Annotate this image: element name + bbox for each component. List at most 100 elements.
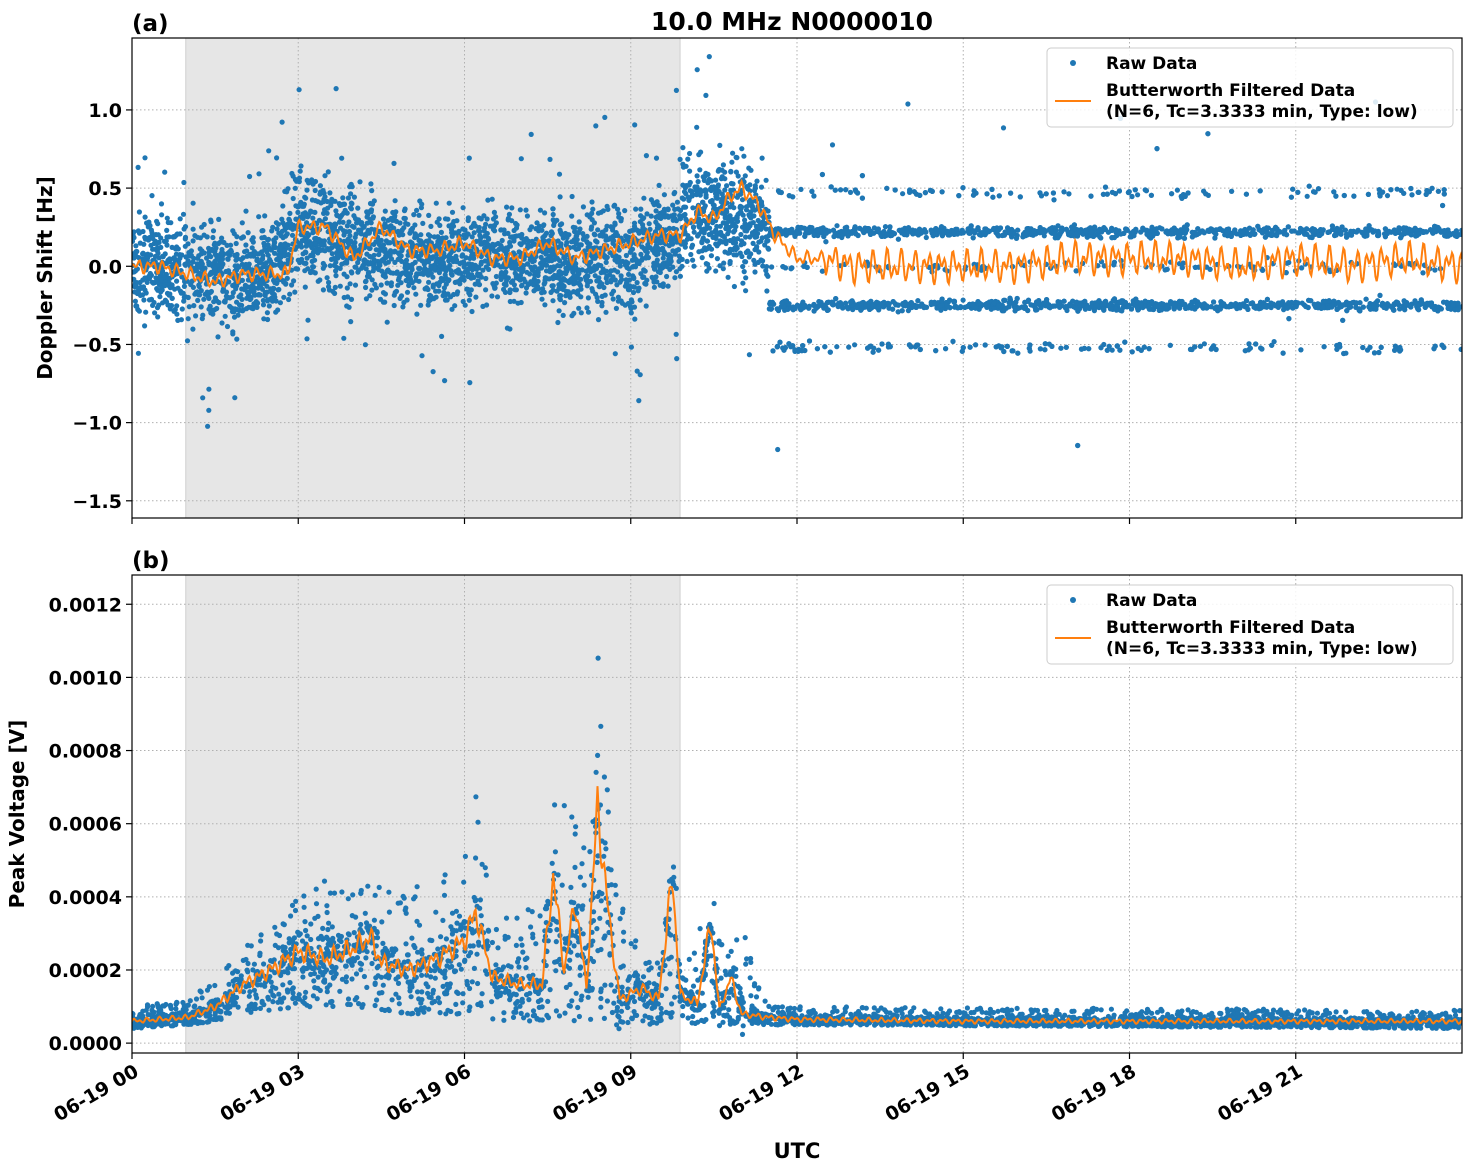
raw-data-point [135, 164, 141, 170]
raw-data-point [142, 236, 149, 242]
raw-data-point [846, 344, 852, 350]
raw-data-point [225, 256, 231, 262]
raw-data-point [289, 232, 296, 238]
raw-data-point [378, 282, 384, 288]
raw-data-point [753, 223, 760, 229]
raw-data-point [278, 254, 284, 260]
raw-data-point [132, 232, 136, 238]
raw-data-point [158, 201, 165, 207]
raw-data-point [651, 279, 657, 285]
raw-data-point [210, 228, 217, 234]
raw-data-point [720, 220, 726, 226]
raw-data-point [275, 287, 281, 293]
raw-data-point [565, 278, 571, 284]
raw-data-point [686, 182, 692, 188]
raw-data-point [471, 230, 477, 236]
raw-data-point [376, 266, 382, 273]
raw-data-point [417, 265, 423, 271]
raw-data-point [723, 226, 729, 232]
raw-data-point [594, 294, 600, 301]
raw-data-point [465, 261, 471, 267]
raw-data-point [369, 261, 375, 267]
raw-data-point [442, 272, 448, 278]
raw-data-point [279, 119, 285, 125]
raw-data-point [453, 268, 459, 274]
raw-data-point [135, 350, 141, 356]
raw-data-point [739, 224, 746, 230]
raw-data-point [587, 278, 594, 284]
raw-data-point [170, 262, 176, 268]
raw-data-point [504, 277, 510, 283]
raw-data-point [679, 263, 685, 269]
raw-data-point [682, 185, 689, 191]
raw-data-point [156, 239, 162, 245]
raw-data-point [582, 274, 589, 280]
raw-data-point [384, 268, 390, 274]
raw-data-point [179, 252, 185, 258]
raw-data-point [186, 304, 192, 310]
raw-data-point [169, 295, 175, 301]
raw-data-point [215, 334, 221, 340]
raw-data-point [687, 150, 693, 157]
raw-data-point [631, 284, 638, 290]
raw-data-point [205, 423, 211, 429]
raw-data-point [369, 188, 375, 194]
raw-data-point [304, 187, 310, 193]
raw-data-point [496, 246, 502, 253]
raw-data-point [292, 185, 298, 191]
raw-data-point [337, 283, 343, 289]
raw-data-point [625, 300, 631, 307]
raw-data-point [512, 287, 518, 293]
raw-data-point [365, 270, 371, 276]
raw-data-point [142, 214, 148, 220]
raw-data-point [589, 286, 595, 292]
raw-data-point [451, 218, 457, 225]
raw-data-point [413, 277, 419, 283]
raw-data-point [344, 223, 350, 229]
raw-data-point [603, 309, 609, 315]
raw-data-point [339, 155, 345, 161]
raw-data-point [466, 297, 472, 303]
raw-data-point [571, 289, 577, 295]
raw-data-point [463, 255, 469, 261]
raw-data-point [615, 269, 621, 275]
raw-data-point [1174, 187, 1180, 193]
raw-data-point [677, 213, 683, 219]
raw-data-point [418, 238, 424, 244]
raw-data-point [706, 54, 712, 60]
raw-data-point [364, 251, 370, 257]
raw-data-point [348, 205, 354, 211]
raw-data-point [309, 177, 315, 183]
raw-data-point [471, 255, 477, 261]
raw-data-point [578, 310, 584, 316]
raw-data-point [671, 225, 677, 232]
raw-data-point [731, 252, 737, 258]
raw-data-point [409, 244, 415, 250]
raw-data-point [493, 273, 499, 280]
raw-data-point [394, 270, 400, 276]
raw-data-point [516, 249, 522, 255]
raw-data-point [322, 263, 328, 269]
raw-data-point [245, 289, 251, 296]
raw-data-point [418, 302, 424, 308]
raw-data-point [363, 266, 369, 272]
raw-data-point [148, 227, 154, 233]
raw-data-point [559, 283, 565, 289]
raw-data-point [445, 278, 451, 284]
raw-data-point [754, 178, 760, 184]
raw-data-point [632, 264, 639, 270]
raw-data-point [633, 206, 639, 212]
raw-data-point [332, 221, 338, 227]
raw-data-point [212, 271, 218, 277]
raw-data-point [303, 260, 309, 266]
raw-data-point [612, 257, 618, 263]
raw-data-point [245, 230, 251, 236]
raw-data-point [489, 196, 495, 202]
raw-data-point [158, 289, 164, 295]
raw-data-point [631, 223, 638, 229]
raw-data-point [181, 179, 187, 186]
raw-data-point [595, 227, 601, 233]
raw-data-point [155, 221, 161, 227]
raw-data-point [651, 284, 658, 290]
raw-data-point [469, 308, 475, 315]
